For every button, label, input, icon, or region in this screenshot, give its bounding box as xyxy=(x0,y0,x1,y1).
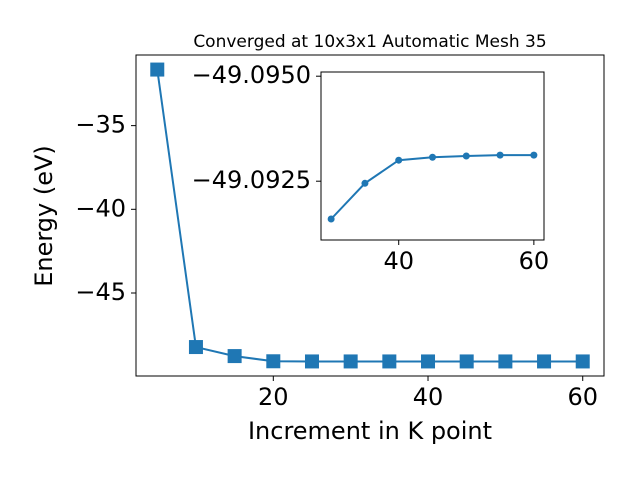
point xyxy=(382,354,397,369)
point xyxy=(575,354,590,369)
point xyxy=(266,354,281,369)
x-tick-label: 60 xyxy=(567,383,598,411)
point xyxy=(462,152,470,160)
y-tick-label: −49.0950 xyxy=(192,61,311,89)
point xyxy=(537,354,552,369)
y-tick-label: −40 xyxy=(75,194,126,222)
point xyxy=(304,354,319,369)
x-axis-label: Increment in K point xyxy=(248,417,492,445)
chart-title: Converged at 10x3x1 Automatic Mesh 35 xyxy=(193,32,546,52)
point xyxy=(395,156,403,164)
point xyxy=(421,354,436,369)
point xyxy=(227,349,242,364)
point xyxy=(327,215,335,223)
point xyxy=(150,62,165,77)
y-tick-label: −49.0925 xyxy=(192,166,311,194)
point xyxy=(530,151,538,159)
y-tick-label: −35 xyxy=(75,111,126,139)
x-tick-label: 60 xyxy=(519,247,550,275)
y-axis-label: Energy (eV) xyxy=(30,145,58,287)
point xyxy=(498,354,513,369)
point xyxy=(496,151,504,159)
x-tick-label: 40 xyxy=(413,383,444,411)
point xyxy=(343,354,358,369)
point xyxy=(188,340,203,355)
point xyxy=(429,153,436,161)
x-tick-label: 20 xyxy=(258,383,289,411)
point xyxy=(459,354,474,369)
point xyxy=(361,179,369,187)
x-tick-label: 40 xyxy=(383,247,414,275)
y-tick-label: −45 xyxy=(75,278,126,306)
